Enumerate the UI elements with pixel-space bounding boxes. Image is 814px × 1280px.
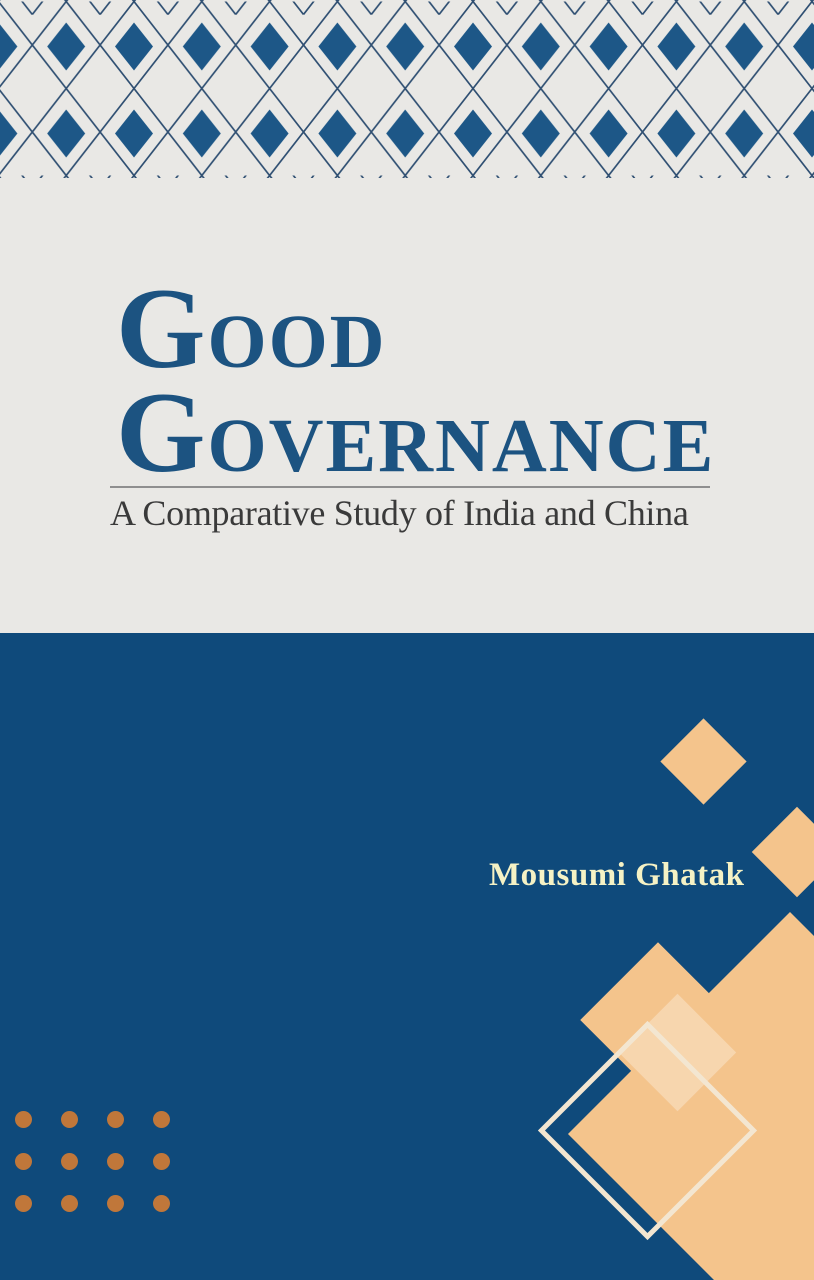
dot [61,1153,78,1170]
title-line-2: GOVERNANCE [116,375,715,524]
diamond-pattern-band [0,0,814,178]
top-section: GOOD GOVERNANCE A Comparative Study of I… [0,0,814,633]
dot [61,1111,78,1128]
title-divider-line [110,486,710,488]
dot-grid [15,1111,170,1212]
title-line2-initial: G [116,369,208,496]
author-name: Mousumi Ghatak [489,857,745,893]
dot [153,1153,170,1170]
dot [153,1195,170,1212]
title-line1-initial: G [116,265,208,392]
dot [153,1111,170,1128]
dot [15,1195,32,1212]
title-line-1: GOOD [116,271,387,420]
dot [107,1153,124,1170]
dot [107,1111,124,1128]
title-line1-rest: OOD [207,300,387,384]
subtitle: A Comparative Study of India and China [110,493,689,533]
dot [15,1111,32,1128]
title-line2-rest: OVERNANCE [207,404,716,488]
dot [107,1195,124,1212]
dot [15,1153,32,1170]
dot [61,1195,78,1212]
